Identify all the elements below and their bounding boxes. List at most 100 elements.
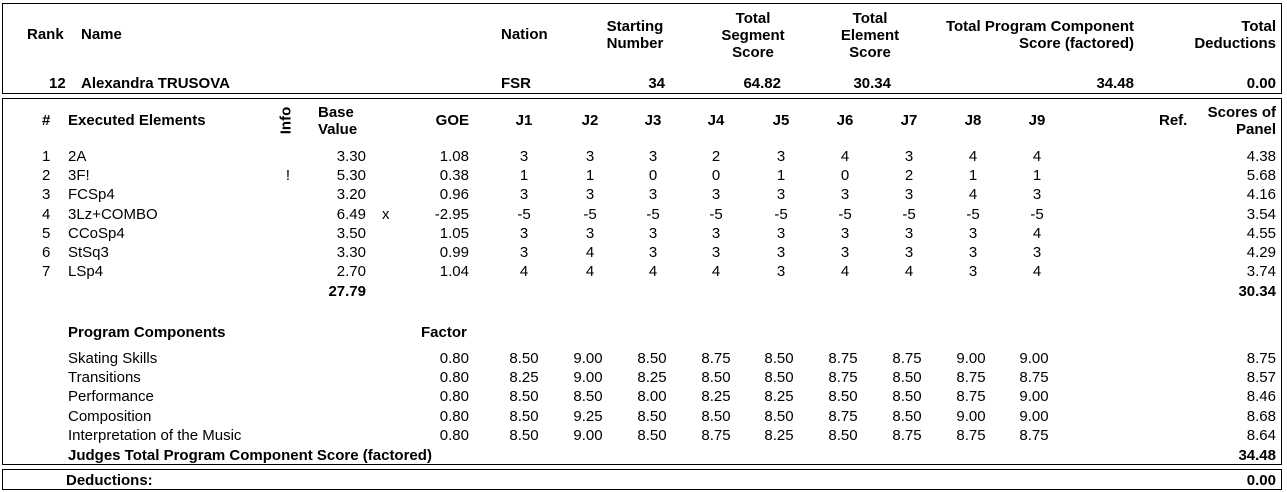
nation-label: Nation [501, 26, 548, 43]
component-panel-score: 8.64 [1246, 426, 1276, 444]
element-base-value: 6.49 [336, 205, 366, 223]
element-judge-score: -5 [838, 205, 852, 223]
element-num: 7 [42, 263, 51, 281]
element-judge-score: 3 [711, 224, 721, 242]
component-judge-score: 8.75 [956, 369, 986, 387]
component-judge-score: 8.25 [764, 388, 794, 406]
element-base-value: 2.70 [336, 263, 366, 281]
component-judge-score: 8.50 [892, 407, 922, 425]
component-judge-score: 8.50 [764, 407, 794, 425]
component-panel-score: 8.57 [1246, 369, 1276, 387]
element-judge-score: 3 [776, 263, 786, 281]
col-info: Info [277, 106, 295, 135]
element-goe: 0.96 [439, 186, 469, 204]
component-name: Performance [68, 388, 154, 406]
element-judge-score: 3 [776, 148, 786, 165]
element-judge-score: 4 [1032, 263, 1042, 281]
element-name: FCSp4 [68, 186, 115, 204]
component-judge-score: 9.25 [573, 407, 603, 425]
component-judge-score: 8.75 [701, 350, 731, 367]
component-judge-score: 9.00 [573, 350, 603, 367]
element-panel-score: 4.55 [1246, 224, 1276, 242]
base-value-total: 27.79 [328, 283, 366, 300]
element-judge-score: -5 [902, 205, 916, 223]
component-judge-score: 8.75 [701, 426, 731, 444]
col-judge-1: J1 [515, 112, 533, 129]
col-judge-5: J5 [772, 112, 790, 129]
component-judge-score: 9.00 [573, 369, 603, 387]
component-judge-score: 9.00 [956, 350, 986, 367]
col-judge-2: J2 [581, 112, 599, 129]
element-judge-score: 1 [519, 167, 529, 185]
element-goe: 1.04 [439, 263, 469, 281]
element-judge-score: 3 [711, 186, 721, 204]
component-judge-score: 9.00 [1019, 388, 1049, 406]
component-judge-score: 8.00 [637, 388, 667, 406]
skater-starting-number: 34 [648, 75, 665, 92]
element-base-value: 3.50 [336, 224, 366, 242]
col-judge-8: J8 [964, 112, 982, 129]
element-info: ! [285, 167, 291, 185]
element-judge-score: 4 [840, 263, 850, 281]
col-judge-7: J7 [900, 112, 918, 129]
component-judge-score: 8.50 [637, 407, 667, 425]
component-judge-score: 8.75 [828, 350, 858, 367]
component-judge-score: 8.50 [509, 388, 539, 406]
component-judge-score: 8.75 [828, 407, 858, 425]
element-judge-score: 3 [711, 244, 721, 261]
col-executed-elements: Executed Elements [68, 112, 206, 129]
element-judge-score: 4 [519, 263, 529, 281]
element-base-value: 3.30 [336, 244, 366, 261]
skater-nation: FSR [501, 75, 531, 92]
component-name: Skating Skills [68, 350, 158, 367]
component-factor: 0.80 [439, 388, 469, 406]
skater-name: Alexandra TRUSOVA [81, 75, 230, 92]
component-judge-score: 8.75 [1019, 369, 1049, 387]
element-judge-score: -5 [709, 205, 723, 223]
element-judge-score: 4 [968, 186, 978, 204]
starting-number-label: Starting Number [606, 18, 664, 52]
element-judge-score: 4 [648, 263, 658, 281]
component-judge-score: 8.50 [509, 407, 539, 425]
element-judge-score: 3 [648, 244, 658, 261]
element-panel-score: 4.29 [1246, 244, 1276, 261]
element-judge-score: -5 [517, 205, 531, 223]
component-panel-score: 8.75 [1246, 350, 1276, 367]
element-panel-score: 5.68 [1246, 167, 1276, 185]
panel-total: 30.34 [1238, 283, 1276, 300]
deductions-label: Deductions: [66, 472, 153, 489]
element-judge-score: -5 [583, 205, 597, 223]
component-judge-score: 8.50 [701, 407, 731, 425]
element-judge-score: 0 [840, 167, 850, 185]
element-judge-score: 3 [904, 186, 914, 204]
deductions-box [2, 469, 1282, 490]
component-judge-score: 8.25 [764, 426, 794, 444]
element-judge-score: 3 [776, 186, 786, 204]
rank-label: Rank [27, 26, 64, 43]
element-goe: -2.95 [434, 205, 469, 223]
skater-pcs: 34.48 [1096, 75, 1134, 92]
component-judge-score: 9.00 [956, 407, 986, 425]
element-panel-score: 4.38 [1246, 148, 1276, 165]
element-judge-score: 3 [1032, 244, 1042, 261]
header-box [2, 3, 1282, 94]
component-judge-score: 8.50 [764, 369, 794, 387]
total-pcs-label: Total Program Component Score (factored) [945, 18, 1134, 52]
component-factor: 0.80 [439, 407, 469, 425]
skater-deductions: 0.00 [1246, 75, 1276, 92]
element-goe: 1.08 [439, 148, 469, 165]
element-num: 5 [42, 224, 51, 242]
element-name: 3F! [68, 167, 90, 185]
element-goe: 0.99 [439, 244, 469, 261]
component-judge-score: 9.00 [1019, 350, 1049, 367]
col-judge-4: J4 [707, 112, 725, 129]
element-judge-score: 3 [840, 186, 850, 204]
element-judge-score: 3 [840, 244, 850, 261]
element-judge-score: 2 [711, 148, 721, 165]
component-name: Composition [68, 407, 152, 425]
component-judge-score: 8.50 [892, 369, 922, 387]
element-judge-score: 3 [585, 186, 595, 204]
col-ref: Ref. [1159, 112, 1188, 129]
component-name: Interpretation of the Music [68, 426, 242, 444]
component-judge-score: 8.25 [509, 369, 539, 387]
